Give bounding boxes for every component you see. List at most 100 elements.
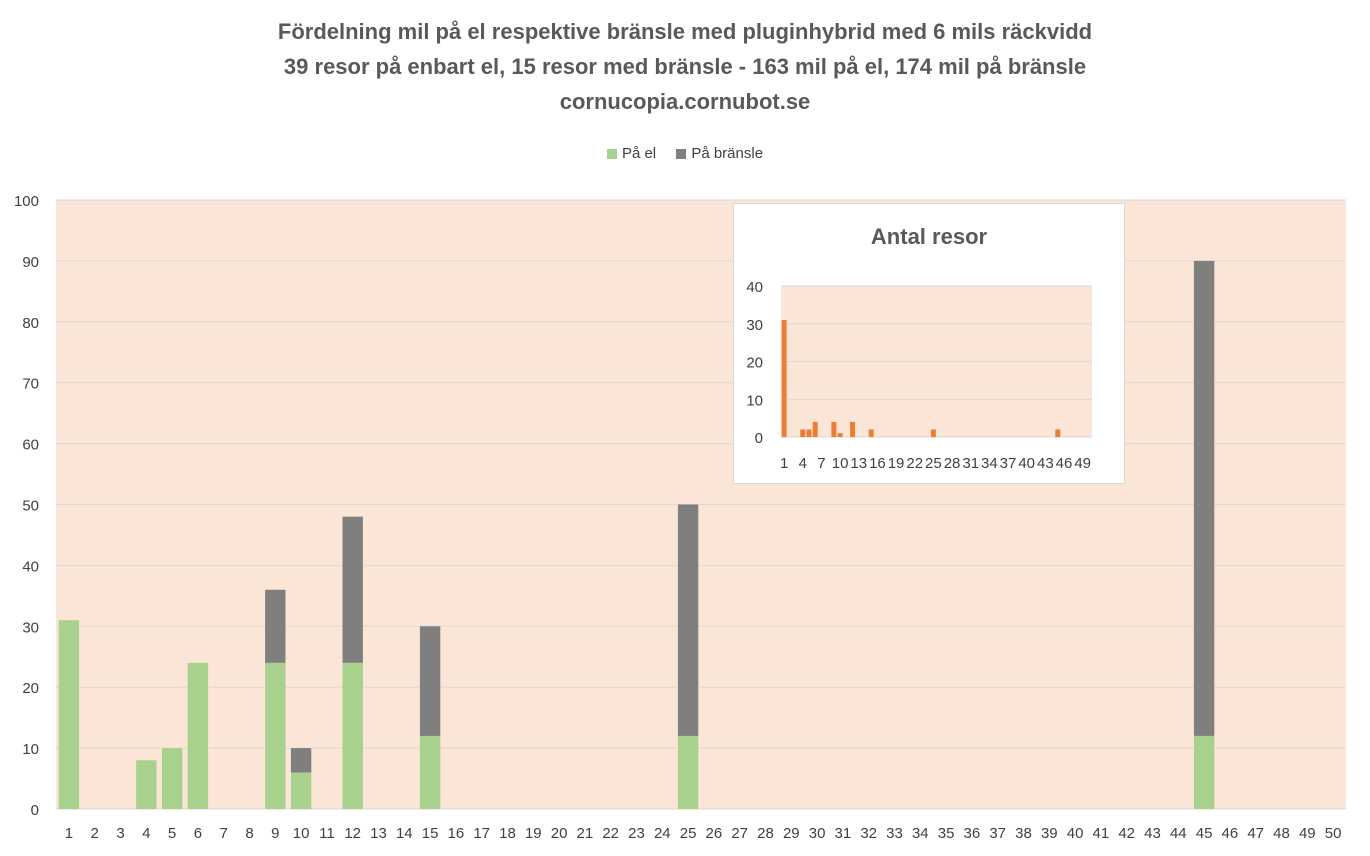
inset-bar-15 [868,429,874,437]
inset-bar-6 [812,421,818,437]
x-tick-label-6: 6 [194,825,202,842]
x-tick-label-31: 31 [835,825,852,842]
x-tick-label-11: 11 [319,825,335,842]
bar-pa-bransle-9 [265,589,286,663]
x-tick-label-30: 30 [809,825,826,842]
bar-pa-el-9 [265,662,286,809]
x-tick-label-15: 15 [422,825,439,842]
inset-bar-1 [781,319,787,437]
inset-bar-9 [831,421,837,437]
inset-x-tick-label-40: 40 [1018,455,1035,472]
bar-pa-el-4 [136,760,157,809]
x-tick-label-22: 22 [602,825,619,842]
bar-pa-bransle-25 [677,504,699,736]
x-tick-label-2: 2 [91,825,99,842]
inset-bar-25 [930,429,936,437]
y-tick-label-50: 50 [22,498,39,515]
legend-label-pa-el: På el [621,145,657,162]
inset-y-tick-label-0: 0 [755,430,763,447]
inset-x-tick-label-31: 31 [962,455,979,472]
y-tick-label-60: 60 [22,437,39,454]
bar-pa-el-6 [187,662,209,809]
x-tick-label-37: 37 [989,825,1006,842]
chart-title-line-3: cornucopia.cornubot.se [559,89,811,114]
x-tick-label-23: 23 [628,825,645,842]
x-tick-label-49: 49 [1299,825,1316,842]
inset-x-tick-label-49: 49 [1074,455,1091,472]
inset-x-tick-label-34: 34 [981,455,998,472]
x-tick-label-10: 10 [293,825,310,842]
x-tick-label-28: 28 [757,825,774,842]
legend-label-pa-bransle: På bränsle [691,145,764,162]
y-tick-label-80: 80 [22,315,39,332]
x-tick-label-48: 48 [1273,825,1290,842]
y-tick-label-70: 70 [22,376,39,393]
x-tick-label-3: 3 [116,825,124,842]
inset-bar-12 [850,421,856,437]
x-tick-label-4: 4 [142,825,150,842]
inset-x-tick-label-43: 43 [1037,455,1054,472]
y-tick-label-40: 40 [22,558,39,575]
inset-x-tick-label-13: 13 [850,455,867,472]
legend-item-pa-el: På el [606,145,657,162]
inset-chart-title: Antal resor [870,224,988,249]
x-tick-label-34: 34 [912,825,929,842]
x-tick-label-40: 40 [1067,825,1084,842]
x-tick-label-14: 14 [396,825,413,842]
x-tick-label-27: 27 [731,825,748,842]
x-tick-label-24: 24 [654,825,671,842]
chart-title-line-2: 39 resor på enbart el, 15 resor med brän… [283,54,1087,79]
x-tick-label-43: 43 [1144,825,1161,842]
bar-pa-el-15 [419,735,441,809]
inset-x-tick-label-37: 37 [1000,455,1017,472]
inset-x-tick-label-19: 19 [888,455,905,472]
bar-pa-el-25 [677,735,699,809]
bar-pa-bransle-12 [342,516,363,663]
inset-bar-10 [837,433,843,437]
x-tick-label-47: 47 [1247,825,1264,842]
legend: På el På bränsle [0,145,1370,163]
x-tick-label-29: 29 [783,825,800,842]
y-tick-label-10: 10 [22,741,39,758]
x-tick-label-41: 41 [1093,825,1110,842]
chart-title: Fördelning mil på el respektive bränsle … [0,14,1370,119]
x-tick-label-50: 50 [1325,825,1342,842]
x-tick-label-7: 7 [220,825,228,842]
inset-x-tick-label-46: 46 [1056,455,1073,472]
inset-x-tick-label-28: 28 [944,455,961,472]
inset-x-tick-label-7: 7 [817,455,825,472]
inset-bar-4 [800,429,806,437]
x-tick-label-45: 45 [1196,825,1213,842]
x-tick-label-46: 46 [1222,825,1239,842]
inset-y-tick-label-40: 40 [746,279,763,296]
inset-x-tick-label-10: 10 [832,455,849,472]
inset-y-tick-label-20: 20 [746,355,763,372]
legend-item-pa-bransle: På bränsle [676,145,763,162]
inset-x-tick-label-1: 1 [780,455,788,472]
x-tick-label-1: 1 [65,825,73,842]
inset-x-tick-label-4: 4 [799,455,807,472]
x-tick-label-19: 19 [525,825,542,842]
x-tick-label-36: 36 [964,825,981,842]
x-tick-label-44: 44 [1170,825,1187,842]
inset-x-tick-label-22: 22 [906,455,923,472]
x-tick-label-13: 13 [370,825,387,842]
bar-pa-bransle-45 [1193,260,1215,736]
bar-pa-bransle-10 [290,748,312,773]
inset-bar-5 [806,429,812,437]
x-tick-label-26: 26 [706,825,723,842]
inset-bar-45 [1055,429,1061,437]
x-tick-label-5: 5 [168,825,176,842]
x-tick-label-8: 8 [245,825,253,842]
x-tick-label-38: 38 [1015,825,1032,842]
legend-swatch-pa-bransle [676,148,687,159]
y-tick-label-100: 100 [14,193,39,210]
x-tick-label-39: 39 [1041,825,1058,842]
x-tick-label-32: 32 [860,825,877,842]
x-tick-label-42: 42 [1118,825,1135,842]
x-tick-label-18: 18 [499,825,516,842]
bar-pa-el-12 [342,662,363,809]
x-tick-label-17: 17 [473,825,490,842]
bar-pa-el-5 [161,748,183,809]
